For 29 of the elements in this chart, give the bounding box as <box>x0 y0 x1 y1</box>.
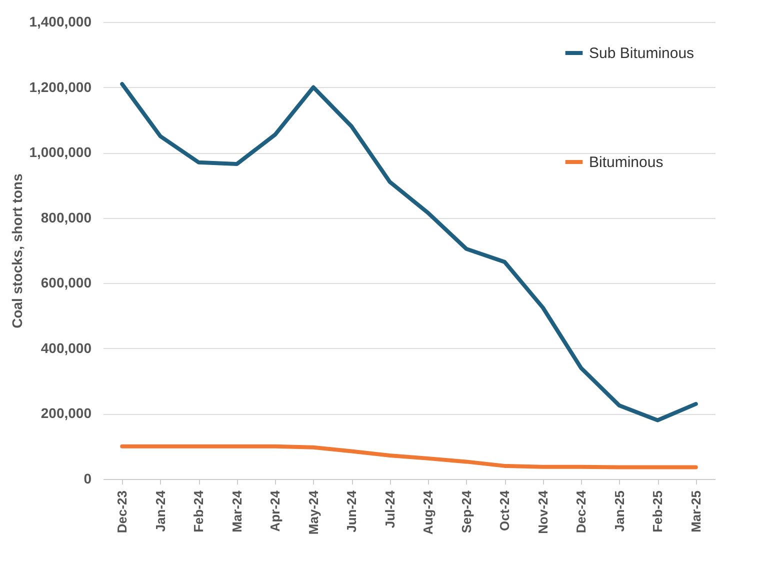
y-tick-label: 400,000 <box>40 340 92 356</box>
x-tick-label: Nov-24 <box>535 490 550 534</box>
y-tick-label: 800,000 <box>40 209 92 226</box>
y-tick-label: 200,000 <box>40 405 92 422</box>
x-tick-label: Mar-24 <box>229 490 244 532</box>
x-tick-label: Aug-24 <box>420 490 436 535</box>
y-axis-title: Coal stocks, short tons <box>9 173 26 328</box>
x-tick-label: Jul-24 <box>382 490 398 528</box>
x-tick-label: Feb-25 <box>650 490 666 532</box>
x-tick-label: Oct-24 <box>497 490 512 531</box>
legend-label: Sub Bituminous <box>589 45 694 62</box>
y-tick-label: 1,200,000 <box>29 78 92 95</box>
y-tick-label: 1,000,000 <box>29 144 92 160</box>
legend-label: Bituminous <box>589 154 664 171</box>
x-tick-label: Sep-24 <box>458 490 474 534</box>
x-tick-label: Dec-24 <box>574 490 589 534</box>
y-tick-label: 600,000 <box>40 274 92 291</box>
x-tick-label: May-24 <box>306 490 321 535</box>
x-tick-label: Jan-25 <box>612 490 627 532</box>
x-tick-label: Mar-25 <box>688 490 704 532</box>
y-tick-label: 0 <box>84 470 92 486</box>
line-series <box>120 444 698 470</box>
x-tick-label: Jun-24 <box>344 490 360 532</box>
x-tick-label: Dec-23 <box>114 490 130 534</box>
x-tick-label: Jan-24 <box>152 490 168 532</box>
y-tick-label: 1,400,000 <box>29 14 92 30</box>
x-tick-label: Feb-24 <box>191 490 206 532</box>
line-series <box>120 82 698 422</box>
x-tick-label: Apr-24 <box>268 490 283 532</box>
